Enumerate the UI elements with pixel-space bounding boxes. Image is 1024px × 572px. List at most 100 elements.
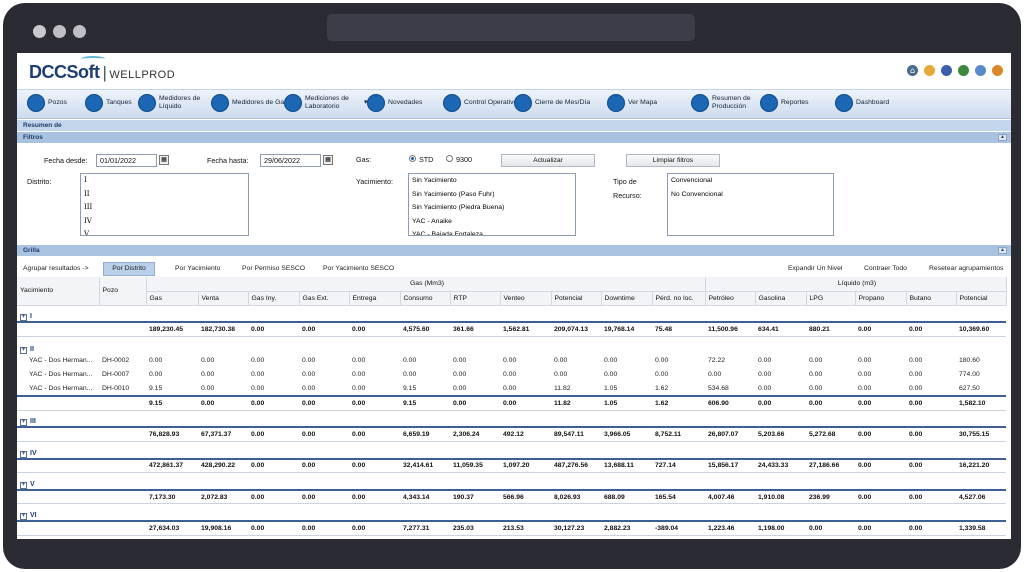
list-item[interactable]: II	[84, 189, 90, 198]
window-maximize-dot[interactable]	[73, 25, 86, 38]
resource-list[interactable]: Convencional No Convencional	[667, 173, 834, 236]
group-cell[interactable]: + VI	[17, 504, 1006, 521]
gas-std-radio[interactable]	[409, 155, 416, 162]
expand-plus-icon[interactable]: +	[20, 512, 27, 520]
table-row[interactable]: YAC - Dos Herman... DH-0010 9.15 0.00 0.00 0.…	[17, 382, 1006, 396]
grid-header[interactable]: Grilla ▲	[17, 245, 1011, 256]
col-header[interactable]: Entrega	[349, 291, 401, 306]
date-to-input[interactable]: 29/06/2022	[260, 154, 321, 167]
menu-item-2[interactable]: Tanques	[85, 94, 132, 112]
col-header[interactable]: Propano	[855, 291, 907, 306]
window-close-dot[interactable]	[33, 25, 46, 38]
clear-filters-button[interactable]: Limpiar filtros	[626, 154, 720, 167]
menu-item-12[interactable]: Dashboard	[835, 94, 889, 112]
group-row[interactable]: + VI	[17, 504, 1006, 521]
group-row[interactable]: + III	[17, 410, 1006, 427]
expand-plus-icon[interactable]: +	[20, 314, 27, 322]
menu-item-8[interactable]: Cierre de Mes/Día	[514, 94, 590, 112]
menu-item-5[interactable]: Mediciones de Laboratorio ▾	[284, 94, 367, 112]
menu-item-6[interactable]: Novedades	[367, 94, 422, 112]
list-item[interactable]: YAC - Anaike	[412, 217, 452, 225]
group-row[interactable]: + IV	[17, 442, 1006, 459]
group-by-permit[interactable]: Por Permiso SESCO	[242, 265, 306, 272]
home-icon[interactable]: ⌂	[907, 65, 918, 76]
group-cell[interactable]: + II	[17, 337, 1006, 354]
col-pozo[interactable]: Pozo	[99, 277, 147, 306]
group-cell[interactable]: +VII	[17, 535, 1006, 539]
list-item[interactable]: Sin Yacimiento (Paso Fuhr)	[412, 190, 495, 198]
col-header[interactable]: Gas Iny.	[248, 291, 300, 306]
list-item[interactable]: YAC - Bajada Fortaleza	[412, 231, 483, 236]
list-item[interactable]: Convencional	[671, 177, 713, 184]
group-cell[interactable]: + I	[17, 305, 1006, 322]
gas-9300-radio[interactable]	[446, 155, 453, 162]
col-header[interactable]: Venteo	[500, 291, 552, 306]
field-list[interactable]: Sin Yacimiento Sin Yacimiento (Paso Fuhr)…	[408, 173, 576, 236]
expand-plus-icon[interactable]: +	[20, 346, 27, 354]
collapse-filters-icon[interactable]: ▲	[998, 134, 1007, 141]
address-bar[interactable]	[327, 14, 695, 41]
group-cell[interactable]: + III	[17, 410, 1006, 427]
calendar-to-icon[interactable]: ▦	[323, 155, 333, 165]
collapse-all-button[interactable]: Contraer Todo	[864, 265, 907, 272]
menu-item-3[interactable]: Medidores de Líquido	[138, 94, 215, 112]
col-yacimiento[interactable]: Yacimiento	[17, 277, 100, 306]
col-header[interactable]: Gas Ext.	[299, 291, 350, 306]
group-row[interactable]: + V	[17, 473, 1006, 490]
group-by-field[interactable]: Por Yacimiento	[175, 265, 221, 272]
menu-item-4[interactable]: Medidores de Gas	[211, 94, 288, 112]
list-item[interactable]: V	[84, 230, 90, 236]
list-item[interactable]: IV	[84, 216, 92, 225]
col-header[interactable]: Downtime	[601, 291, 653, 306]
list-item[interactable]: I	[84, 176, 87, 184]
group-cell[interactable]: + IV	[17, 442, 1006, 459]
globe-icon[interactable]	[975, 65, 986, 76]
list-item[interactable]: Sin Yacimiento	[412, 177, 457, 184]
expand-plus-icon[interactable]: +	[20, 450, 27, 458]
date-from-input[interactable]: 01/01/2022	[96, 154, 157, 167]
col-header[interactable]: Gas	[146, 291, 199, 306]
collapse-grid-icon[interactable]: ▲	[998, 247, 1007, 254]
group-row[interactable]: +VII	[17, 535, 1006, 539]
group-by-field-sesco[interactable]: Por Yacimiento SESCO	[323, 265, 395, 272]
col-header[interactable]: Consumo	[400, 291, 451, 306]
col-header[interactable]: Potencial	[956, 291, 1007, 306]
update-button[interactable]: Actualizar	[501, 154, 595, 167]
flag-br-icon[interactable]	[958, 65, 969, 76]
col-header[interactable]: Butano	[906, 291, 957, 306]
group-row[interactable]: + I	[17, 305, 1006, 322]
list-item[interactable]: No Convencional	[671, 190, 723, 198]
col-header[interactable]: RTP	[450, 291, 501, 306]
user-icon[interactable]	[924, 65, 935, 76]
window-minimize-dot[interactable]	[53, 25, 66, 38]
table-row[interactable]: YAC - Dos Herman... DH-0002 0.00 0.00 0.00 0.…	[17, 354, 1006, 368]
col-header[interactable]: Petróleo	[705, 291, 756, 306]
col-header[interactable]: Venta	[198, 291, 249, 306]
expand-plus-icon[interactable]: +	[20, 419, 27, 427]
col-header[interactable]: Gasolina	[755, 291, 807, 306]
list-item[interactable]: III	[84, 203, 93, 211]
group-row[interactable]: + II	[17, 337, 1006, 354]
chevron-down-icon[interactable]: ▾	[364, 99, 368, 106]
col-header[interactable]: Potencial	[551, 291, 602, 306]
menu-item-1[interactable]: Pozos	[27, 94, 67, 112]
menu-item-7[interactable]: Control Operativo	[443, 94, 517, 112]
col-header[interactable]: LPG	[806, 291, 856, 306]
logo-main: DCCSoft	[29, 62, 100, 82]
list-item[interactable]: Sin Yacimiento (Piedra Buena)	[412, 204, 505, 211]
flag-us-icon[interactable]	[941, 65, 952, 76]
filters-header[interactable]: Filtros ▲	[17, 132, 1011, 143]
expand-level-button[interactable]: Expandir Un Nivel	[788, 265, 843, 272]
group-by-district[interactable]: Por Distrito	[103, 262, 155, 276]
table-row[interactable]: YAC - Dos Herman... DH-0007 0.00 0.00 0.00 0.…	[17, 368, 1006, 382]
calendar-from-icon[interactable]: ▦	[159, 155, 169, 165]
menu-item-9[interactable]: Ver Mapa	[607, 94, 657, 112]
menu-item-10[interactable]: Resumen de Producción	[691, 94, 768, 112]
expand-plus-icon[interactable]: +	[20, 481, 27, 489]
group-cell[interactable]: + V	[17, 473, 1006, 490]
logout-icon[interactable]	[992, 65, 1003, 76]
reset-groups-button[interactable]: Resetear agrupamientos	[929, 265, 1004, 272]
district-list[interactable]: I II III IV V	[80, 173, 249, 236]
menu-item-11[interactable]: Reportes	[760, 94, 809, 112]
col-header[interactable]: Pérd. no loc.	[652, 291, 706, 306]
